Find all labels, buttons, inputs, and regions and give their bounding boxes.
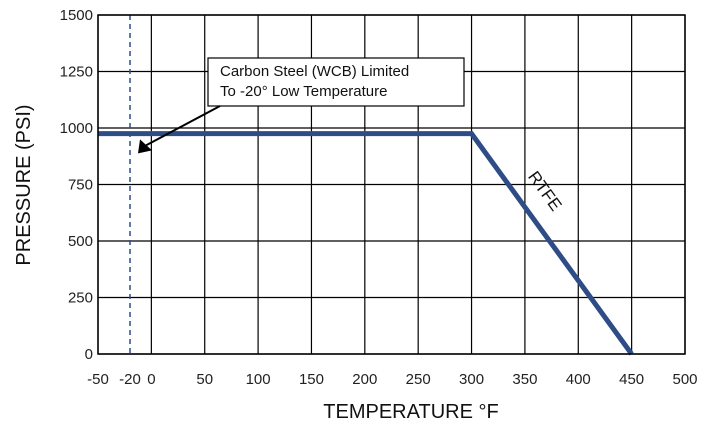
plot-frame [97,14,686,355]
series-layer [98,131,634,356]
callout-arrowhead [138,139,153,154]
y-tick-label: 1250 [60,64,93,81]
x-tick-label: 100 [246,371,271,388]
x-tick-label: 0 [147,371,155,388]
x-tick-label: 300 [459,371,484,388]
x-tick-label: 200 [352,371,377,388]
x-tick-labels: -50 -20 0 50 100 150 200 250 300 350 400 450 500 [87,371,697,388]
y-tick-label: 250 [68,290,93,307]
x-tick-label: 350 [512,371,537,388]
callout-line-1: Carbon Steel (WCB) Limited [220,63,409,80]
y-tick-label: 1500 [60,7,93,24]
x-tick-label: -50 [87,371,109,388]
x-tick-label: 500 [672,371,697,388]
y-axis-title: PRESSURE (PSI) [13,104,35,265]
callout-line-2: To -20° Low Temperature [220,83,387,100]
x-tick-label: 50 [196,371,213,388]
x-tick-label: -20 [119,371,141,388]
y-tick-label: 1000 [60,120,93,137]
y-tick-labels: 0 250 500 750 1000 1250 1500 [60,7,93,363]
y-tick-label: 0 [85,346,93,363]
series-line-rtfe [98,131,634,356]
x-tick-label: 450 [619,371,644,388]
x-tick-label: 150 [299,371,324,388]
y-tick-label: 500 [68,233,93,250]
x-tick-label: 400 [566,371,591,388]
y-tick-label: 750 [68,177,93,194]
callout-box [207,57,465,107]
series-label-rtfe: RTFE [524,168,565,215]
x-tick-label: 250 [406,371,431,388]
callout: Carbon Steel (WCB) Limited To -20° Low T… [138,57,465,154]
x-axis-title: TEMPERATURE °F [323,401,498,423]
callout-arrow [145,105,221,147]
